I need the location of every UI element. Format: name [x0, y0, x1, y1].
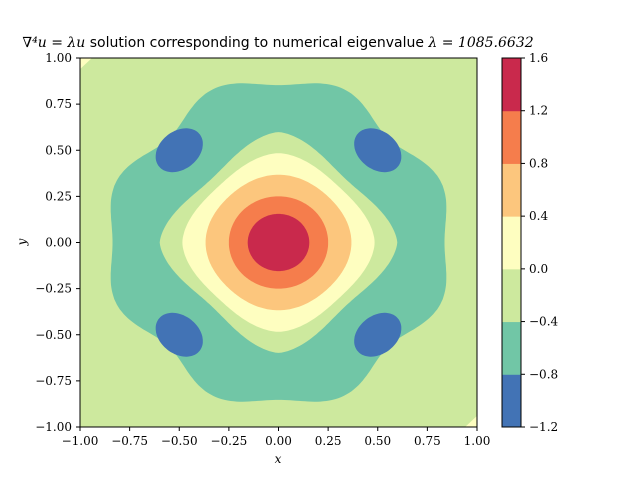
colorbar-tick-label: −0.8	[529, 367, 558, 381]
title-text: solution corresponding to numerical eige…	[90, 35, 424, 51]
colorbar-band	[502, 321, 521, 375]
colorbar-frame	[501, 57, 522, 428]
colorbar-tick-label: 0.8	[529, 156, 548, 170]
corner-sliver	[465, 415, 477, 427]
y-axis: −1.00 −0.75 −0.50 −0.25 0.00 0.25 0.50 0.75 1.00	[35, 51, 80, 434]
y-tick-label: 0.25	[45, 189, 72, 203]
x-axis-label: x	[275, 452, 282, 466]
y-axis-label: y	[15, 238, 29, 246]
x-axis: −1.00 −0.75 −0.50 −0.25 0.00 0.25 0.50 0.75 1.00	[62, 427, 491, 448]
corner-sliver	[80, 58, 92, 70]
contour-minimum-lobe	[155, 128, 203, 173]
contour-fills	[80, 58, 477, 427]
colorbar-tick-label: −1.2	[529, 420, 558, 434]
colorbar-band	[502, 374, 521, 428]
x-tick-label: 0.25	[315, 434, 342, 448]
title-pde: ∇⁴u = λu	[22, 35, 85, 51]
colorbar-tick-label: 1.2	[529, 104, 548, 118]
colorbar-band	[502, 58, 521, 112]
title-eigenvalue: λ = 1085.6632	[427, 35, 533, 51]
y-tick-label: −0.25	[35, 282, 72, 296]
colorbar-tick-label: 0.4	[529, 209, 548, 223]
x-tick-label: −0.25	[210, 434, 247, 448]
colorbar: −1.2 −0.8 −0.4 0.0 0.4 0.8 1.2 1.6	[501, 51, 559, 434]
x-tick-label: −0.50	[161, 434, 198, 448]
y-tick-label: 1.00	[45, 51, 72, 65]
x-tick-label: 1.00	[464, 434, 491, 448]
colorbar-tick-label: 1.6	[529, 51, 548, 65]
y-tick-label: −1.00	[35, 420, 72, 434]
y-tick-label: 0.00	[45, 236, 72, 250]
contour-minimum-lobe	[155, 312, 203, 357]
x-tick-label: 0.00	[265, 434, 292, 448]
contour-minimum-lobe	[354, 128, 402, 173]
chart-title: ∇⁴u = λu solution corresponding to numer…	[22, 35, 533, 51]
y-tick-label: 0.75	[45, 97, 72, 111]
contour-minimum-lobe	[354, 312, 402, 357]
colorbar-band	[502, 268, 521, 323]
x-tick-label: 0.75	[414, 434, 441, 448]
contour-band-1.2	[247, 213, 310, 272]
colorbar-tick-label: 0.0	[529, 262, 548, 276]
x-tick-label: 0.50	[364, 434, 391, 448]
y-tick-label: 0.50	[45, 143, 72, 157]
plot-area	[79, 57, 478, 428]
colorbar-band	[502, 163, 521, 217]
x-tick-label: −1.00	[62, 434, 99, 448]
x-tick-label: −0.75	[111, 434, 148, 448]
y-tick-label: −0.50	[35, 328, 72, 342]
colorbar-tick-label: −0.4	[529, 315, 559, 329]
colorbar-band	[502, 216, 521, 270]
colorbar-band	[502, 110, 521, 164]
y-tick-label: −0.75	[35, 374, 72, 388]
